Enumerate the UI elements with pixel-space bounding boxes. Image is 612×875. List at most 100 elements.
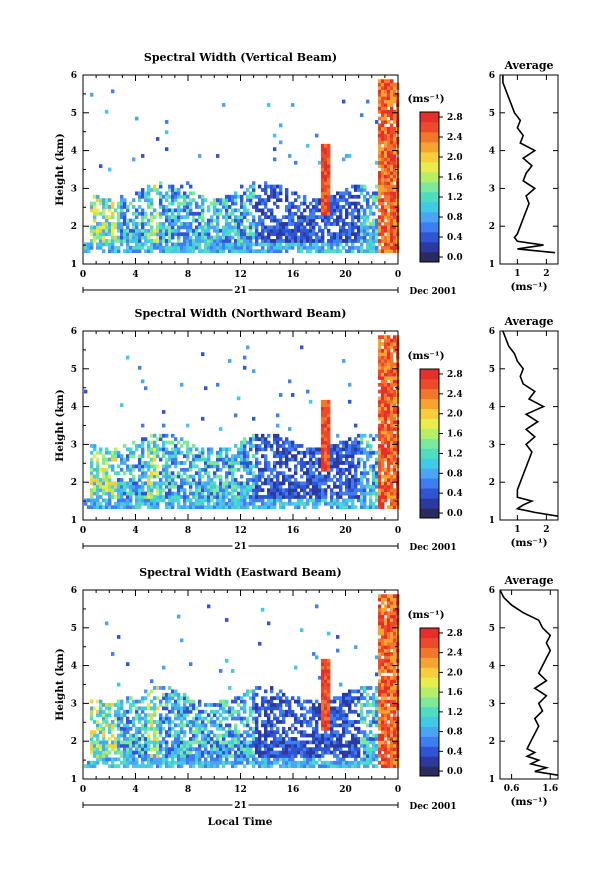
colorbar-level-label: 0.0 (447, 253, 463, 263)
profile-y-label: 3 (489, 184, 495, 194)
colorbar-frame (419, 111, 440, 263)
colorbar-segment (420, 182, 439, 193)
y-tick-label: 1 (71, 775, 77, 785)
colorbar-unit: (ms⁻¹) (407, 609, 444, 621)
profile-y-label: 4 (489, 403, 495, 413)
average-profile: Average 1 2 3 4 5 6 0.6 1.6 (ms⁻¹) (489, 574, 559, 808)
colorbar-level-label: 1.6 (447, 173, 463, 183)
panel-3: Spectral Width (Eastward Beam)123456Heig… (54, 566, 559, 812)
colorbar-segment (420, 667, 439, 678)
x-tick-label: 0 (395, 785, 401, 795)
colorbar-level-label: 2.0 (447, 668, 463, 678)
colorbar: (ms⁻¹) 0.0 0.4 0.8 1.2 1.6 2.0 2.4 2.8 (407, 350, 462, 519)
profile-x-label: 1 (514, 269, 520, 279)
colorbar-segment (420, 408, 439, 419)
y-tick-label: 5 (71, 365, 77, 375)
y-tick-label: 6 (71, 327, 77, 337)
date-day-bg (232, 799, 249, 809)
date-day-bg (232, 540, 249, 550)
x-tick-label: 4 (132, 526, 138, 536)
profile-y-label: 4 (489, 147, 495, 157)
x-tick-label: 0 (395, 270, 401, 280)
colorbar-segment (420, 657, 439, 668)
y-tick-label: 5 (71, 624, 77, 634)
colorbar-segment (420, 697, 439, 708)
colorbar-segment (420, 746, 439, 757)
colorbar-segment (420, 766, 439, 777)
colorbar-frame (419, 627, 440, 777)
date-month-label: Dec 2001 (409, 802, 456, 812)
profile-line (502, 75, 556, 254)
profile-frame (499, 330, 559, 521)
colorbar-segment (420, 716, 439, 727)
profile-title: Average (503, 315, 553, 328)
colorbar-level-label: 2.4 (447, 649, 463, 659)
x-tick-label: 8 (185, 785, 191, 795)
profile-y-label: 1 (489, 260, 495, 270)
y-tick-label: 1 (71, 516, 77, 526)
colorbar-level-label: 0.4 (447, 233, 463, 243)
colorbar-segment (420, 252, 439, 263)
colorbar-segment (420, 498, 439, 509)
colorbar-level-label: 0.4 (447, 747, 463, 757)
colorbar-level-label: 2.0 (447, 153, 463, 163)
profile-y-label: 5 (489, 365, 495, 375)
colorbar-segment (420, 687, 439, 698)
date-day-label: 21 (234, 286, 247, 296)
x-tick-label: 0 (395, 526, 401, 536)
x-tick-label: 16 (287, 526, 300, 536)
y-tick-label: 3 (71, 440, 77, 450)
colorbar-segment (420, 242, 439, 253)
colorbar-segment (420, 388, 439, 400)
colorbar-segment (420, 132, 439, 143)
profile-y-label: 2 (489, 737, 495, 747)
colorbar-level-label: 2.0 (447, 410, 463, 420)
heatmap-cells (84, 79, 400, 254)
profile-x-label: 1 (514, 525, 520, 535)
colorbar-segment (420, 488, 439, 499)
colorbar-segment (420, 647, 439, 658)
x-tick-label: 4 (132, 270, 138, 280)
profile-x-axis-label: (ms⁻¹) (510, 281, 547, 293)
y-tick-label: 4 (71, 403, 77, 413)
profile-y-label: 1 (489, 775, 495, 785)
colorbar-level-label: 0.8 (447, 469, 463, 479)
colorbar-segment (420, 192, 439, 203)
heatmap-cells (84, 594, 400, 769)
y-tick-label: 6 (71, 586, 77, 596)
profile-y-label: 4 (489, 662, 495, 672)
panel-title: Spectral Width (Eastward Beam) (139, 566, 341, 579)
colorbar-segment (420, 232, 439, 243)
colorbar-segment (420, 112, 439, 123)
x-tick-label: 0 (80, 785, 86, 795)
colorbar: (ms⁻¹) 0.0 0.4 0.8 1.2 1.6 2.0 2.4 2.8 (407, 93, 462, 263)
profile-y-label: 6 (489, 586, 495, 596)
colorbar-segment (420, 172, 439, 183)
colorbar-frame (419, 368, 440, 519)
colorbar-segment (420, 756, 439, 767)
colorbar-segment (420, 677, 439, 688)
colorbar-segment (420, 212, 439, 223)
profile-y-label: 3 (489, 440, 495, 450)
colorbar-segment (420, 142, 439, 153)
profile-y-label: 5 (489, 109, 495, 119)
profile-x-label: 2 (543, 525, 549, 535)
colorbar-level-label: 1.6 (447, 430, 463, 440)
colorbar-segment (420, 508, 439, 519)
y-tick-label: 3 (71, 184, 77, 194)
average-profile: Average 1 2 3 4 5 6 1 2 (ms⁻¹) (489, 315, 559, 549)
x-tick-label: 0 (80, 526, 86, 536)
colorbar-segment (420, 369, 439, 380)
profile-y-label: 1 (489, 516, 495, 526)
date-month-label: Dec 2001 (409, 543, 456, 553)
y-tick-label: 4 (71, 662, 77, 672)
x-tick-label: 12 (234, 270, 247, 280)
colorbar-level-label: 0.8 (447, 213, 463, 223)
colorbar-segment (420, 162, 439, 173)
x-tick-label: 12 (234, 526, 247, 536)
colorbar-level-label: 2.4 (447, 390, 463, 400)
colorbar-level-label: 1.2 (447, 193, 463, 203)
colorbar-segment (420, 458, 439, 469)
colorbar-level-label: 1.2 (447, 449, 463, 459)
